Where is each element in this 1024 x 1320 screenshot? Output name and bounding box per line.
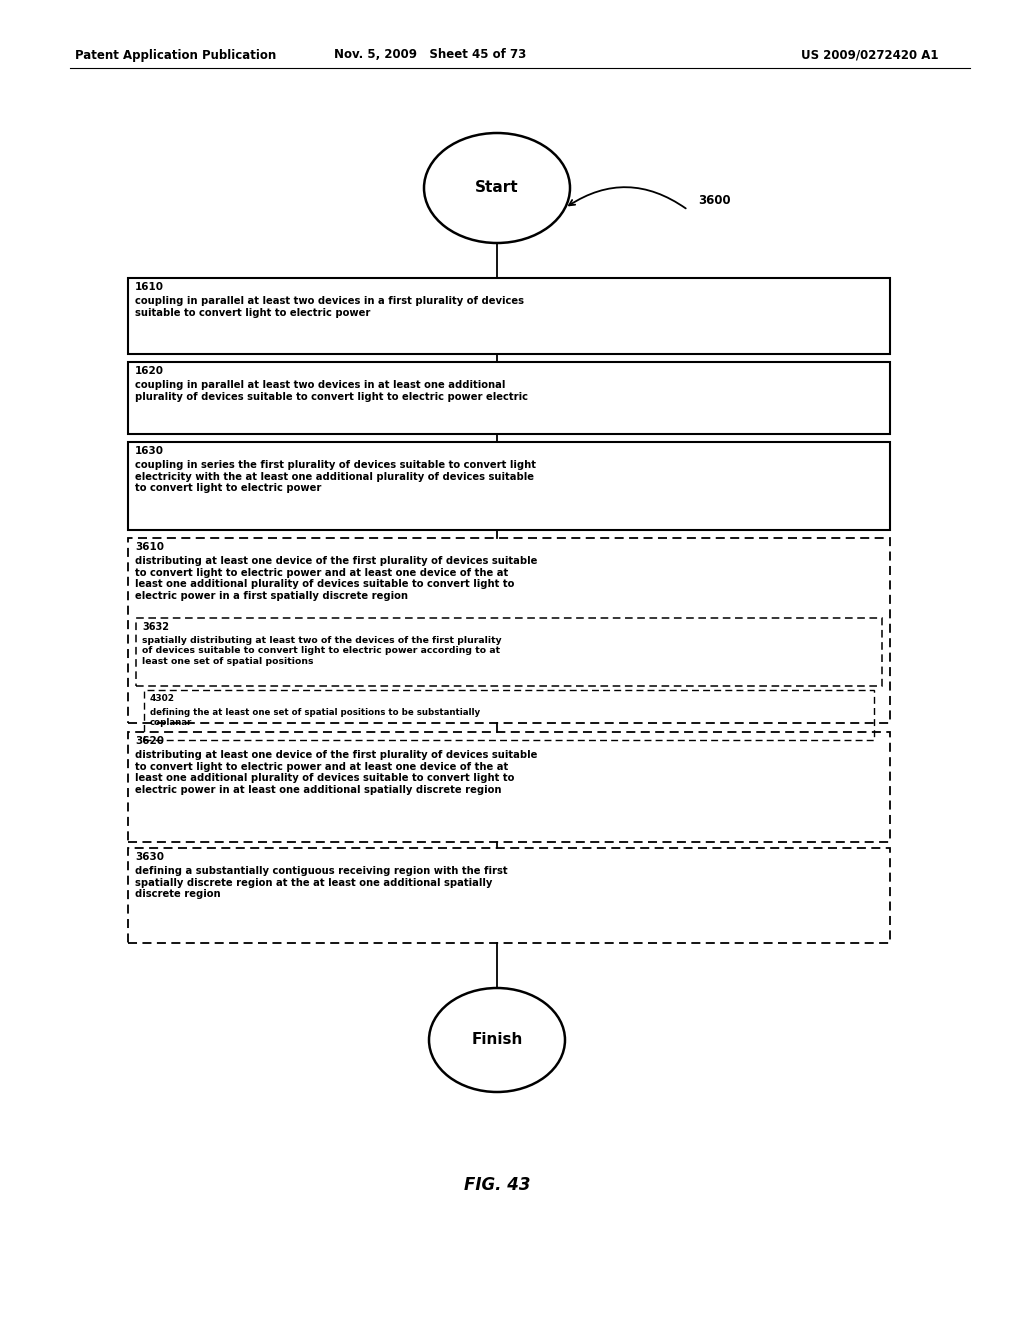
Text: US 2009/0272420 A1: US 2009/0272420 A1 <box>801 49 939 62</box>
Text: Finish: Finish <box>471 1032 522 1048</box>
Text: coupling in series the first plurality of devices suitable to convert light
elec: coupling in series the first plurality o… <box>135 459 536 494</box>
Text: 1610: 1610 <box>135 282 164 292</box>
Text: Start: Start <box>475 181 519 195</box>
Text: defining the at least one set of spatial positions to be substantially
coplanar: defining the at least one set of spatial… <box>150 708 480 727</box>
Text: 3600: 3600 <box>698 194 731 206</box>
Text: distributing at least one device of the first plurality of devices suitable
to c: distributing at least one device of the … <box>135 556 538 601</box>
Text: defining a substantially contiguous receiving region with the first
spatially di: defining a substantially contiguous rece… <box>135 866 508 899</box>
Text: coupling in parallel at least two devices in a first plurality of devices
suitab: coupling in parallel at least two device… <box>135 296 524 318</box>
Text: 1620: 1620 <box>135 366 164 376</box>
Text: 3632: 3632 <box>142 622 169 632</box>
Text: 3610: 3610 <box>135 543 164 552</box>
Text: spatially distributing at least two of the devices of the first plurality
of dev: spatially distributing at least two of t… <box>142 636 502 665</box>
Text: 4302: 4302 <box>150 694 175 704</box>
Text: 3620: 3620 <box>135 737 164 746</box>
Text: Nov. 5, 2009   Sheet 45 of 73: Nov. 5, 2009 Sheet 45 of 73 <box>334 49 526 62</box>
Text: coupling in parallel at least two devices in at least one additional
plurality o: coupling in parallel at least two device… <box>135 380 528 401</box>
Text: Patent Application Publication: Patent Application Publication <box>75 49 276 62</box>
Text: 3630: 3630 <box>135 851 164 862</box>
Text: FIG. 43: FIG. 43 <box>464 1176 530 1195</box>
Text: distributing at least one device of the first plurality of devices suitable
to c: distributing at least one device of the … <box>135 750 538 795</box>
Text: 1630: 1630 <box>135 446 164 455</box>
